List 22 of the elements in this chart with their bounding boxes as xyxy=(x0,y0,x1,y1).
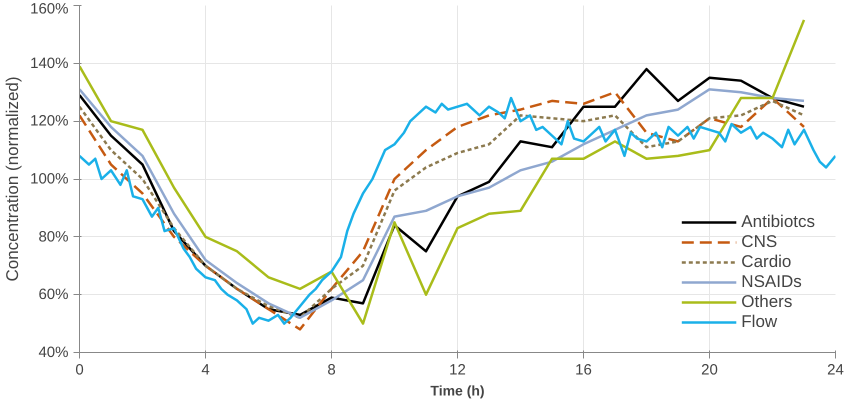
x-tick-label: 20 xyxy=(701,362,718,378)
x-tick-label: 24 xyxy=(827,362,844,378)
x-tick-label: 16 xyxy=(575,362,592,378)
y-tick-label: 140% xyxy=(30,54,69,72)
x-tick-label: 4 xyxy=(201,362,210,378)
legend-label: CNS xyxy=(741,232,778,252)
legend-label: Others xyxy=(741,292,792,312)
x-axis-title: Time (h) xyxy=(430,382,485,398)
y-tick-label: 80% xyxy=(38,228,69,246)
x-tick-label: 8 xyxy=(327,362,336,378)
y-tick-label: 160% xyxy=(30,0,69,18)
y-axis-title: Concentration (normalized) xyxy=(3,76,22,282)
y-tick-label: 120% xyxy=(30,112,69,130)
y-tick-label: 60% xyxy=(38,286,69,304)
y-tick-label: 40% xyxy=(38,344,69,361)
legend-label: Flow xyxy=(741,312,778,332)
legend-label: Antibiotcs xyxy=(741,212,815,232)
x-tick-label: 12 xyxy=(449,362,466,378)
y-tick-label: 100% xyxy=(30,170,69,188)
legend-label: Cardio xyxy=(741,252,792,272)
x-tick-label: 0 xyxy=(75,362,84,378)
legend-label: NSAIDs xyxy=(741,272,802,292)
